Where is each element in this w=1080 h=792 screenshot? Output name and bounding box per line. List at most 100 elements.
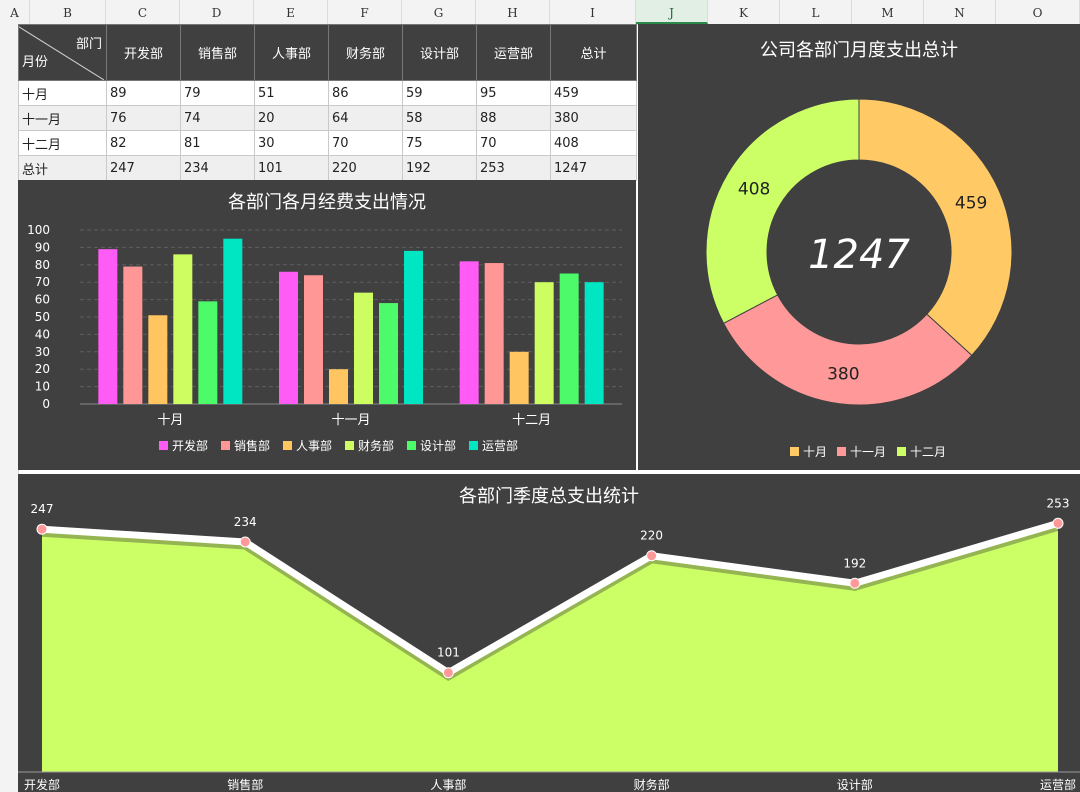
table-cell[interactable]: 192 <box>402 155 477 181</box>
diagonal-corner-cell[interactable]: 部门 月份 <box>18 24 107 81</box>
table-cell[interactable]: 30 <box>254 130 329 156</box>
y-tick-label: 10 <box>35 380 50 394</box>
bar[interactable] <box>459 261 479 404</box>
legend-label[interactable]: 财务部 <box>358 438 394 453</box>
column-header-j[interactable]: J <box>636 0 708 24</box>
area-chart-panel[interactable]: 各部门季度总支出统计 247 开发部 234 销售部 101 人事部 220 财务部 192 设计… <box>18 474 1080 792</box>
table-cell[interactable]: 20 <box>254 105 329 131</box>
data-point[interactable] <box>1052 517 1064 529</box>
bar[interactable] <box>329 369 348 404</box>
legend-label[interactable]: 销售部 <box>234 438 270 453</box>
table-cell[interactable]: 380 <box>550 105 637 131</box>
table-cell[interactable]: 74 <box>180 105 255 131</box>
table-cell[interactable]: 70 <box>476 130 551 156</box>
table-cell[interactable]: 89 <box>106 80 181 106</box>
header-cell[interactable]: 设计部 <box>402 24 477 81</box>
legend-label[interactable]: 十二月 <box>910 445 946 459</box>
table-cell[interactable]: 234 <box>180 155 255 181</box>
header-cell[interactable]: 销售部 <box>180 24 255 81</box>
bar[interactable] <box>304 275 323 404</box>
table-cell[interactable]: 220 <box>328 155 403 181</box>
column-header-l[interactable]: L <box>780 0 852 24</box>
header-cell[interactable]: 总计 <box>550 24 637 81</box>
column-header-m[interactable]: M <box>852 0 924 24</box>
data-point[interactable] <box>646 550 658 562</box>
header-cell[interactable]: 人事部 <box>254 24 329 81</box>
table-cell[interactable]: 76 <box>106 105 181 131</box>
data-point[interactable] <box>239 536 251 548</box>
table-cell[interactable]: 253 <box>476 155 551 181</box>
bar[interactable] <box>534 282 554 404</box>
table-cell[interactable]: 58 <box>402 105 477 131</box>
table-cell[interactable]: 70 <box>328 130 403 156</box>
donut-chart: 459 380 408 1247 十月 十一月 十二月 <box>705 98 1013 459</box>
row-label-cell[interactable]: 十月 <box>18 80 107 106</box>
bar-chart-title: 各部门各月经费支出情况 <box>228 192 426 213</box>
table-cell[interactable]: 247 <box>106 155 181 181</box>
donut-chart-panel[interactable]: 公司各部门月度支出总计 459 380 408 1247 十月 十一月 十二月 <box>638 24 1080 470</box>
bar[interactable] <box>379 303 398 404</box>
x-tick-label: 设计部 <box>837 777 873 792</box>
column-header-a[interactable]: A <box>0 0 30 24</box>
column-header-h[interactable]: H <box>476 0 550 24</box>
donut-slice[interactable] <box>705 98 860 325</box>
legend-label[interactable]: 运营部 <box>482 438 518 453</box>
column-header-b[interactable]: B <box>30 0 106 24</box>
bar[interactable] <box>148 315 168 404</box>
table-cell[interactable]: 79 <box>180 80 255 106</box>
bar-chart-panel[interactable]: 各部门各月经费支出情况 0 10 20 30 40 50 60 70 80 90 100 十月 十一月 十… <box>18 180 636 470</box>
column-header-d[interactable]: D <box>180 0 254 24</box>
bar[interactable] <box>484 263 504 404</box>
bar[interactable] <box>279 271 298 404</box>
legend-label[interactable]: 开发部 <box>172 438 208 453</box>
table-cell[interactable]: 81 <box>180 130 255 156</box>
data-point[interactable] <box>849 577 861 589</box>
column-header-k[interactable]: K <box>708 0 780 24</box>
donut-slice[interactable] <box>722 294 973 406</box>
bar[interactable] <box>173 254 193 404</box>
header-cell[interactable]: 财务部 <box>328 24 403 81</box>
table-cell[interactable]: 64 <box>328 105 403 131</box>
donut-slice[interactable] <box>858 98 1013 357</box>
column-header-c[interactable]: C <box>106 0 180 24</box>
legend-label[interactable]: 设计部 <box>420 438 456 453</box>
legend-label[interactable]: 十月 <box>803 445 827 459</box>
table-cell[interactable]: 88 <box>476 105 551 131</box>
data-point[interactable] <box>36 523 48 535</box>
bar[interactable] <box>198 301 218 404</box>
bar[interactable] <box>223 238 243 404</box>
column-header-n[interactable]: N <box>924 0 996 24</box>
bar[interactable] <box>584 282 604 404</box>
bar[interactable] <box>509 351 529 404</box>
table-cell[interactable]: 59 <box>402 80 477 106</box>
bar[interactable] <box>98 249 118 404</box>
table-cell[interactable]: 95 <box>476 80 551 106</box>
table-cell[interactable]: 75 <box>402 130 477 156</box>
bar[interactable] <box>404 250 423 404</box>
column-header-f[interactable]: F <box>328 0 402 24</box>
table-cell[interactable]: 1247 <box>550 155 637 181</box>
column-header-i[interactable]: I <box>550 0 636 24</box>
table-cell[interactable]: 86 <box>328 80 403 106</box>
legend-swatch <box>790 447 799 456</box>
row-label-cell[interactable]: 总计 <box>18 155 107 181</box>
row-label-cell[interactable]: 十一月 <box>18 105 107 131</box>
table-cell[interactable]: 82 <box>106 130 181 156</box>
column-header-g[interactable]: G <box>402 0 476 24</box>
table-cell[interactable]: 408 <box>550 130 637 156</box>
row-label-cell[interactable]: 十二月 <box>18 130 107 156</box>
table-cell[interactable]: 101 <box>254 155 329 181</box>
x-tick-label: 财务部 <box>634 777 670 792</box>
data-point[interactable] <box>442 667 454 679</box>
bar[interactable] <box>123 266 143 404</box>
legend-label[interactable]: 人事部 <box>296 438 332 453</box>
legend-label[interactable]: 十一月 <box>850 445 886 459</box>
header-cell[interactable]: 开发部 <box>106 24 181 81</box>
bar[interactable] <box>354 292 373 404</box>
bar[interactable] <box>559 273 579 405</box>
table-cell[interactable]: 459 <box>550 80 637 106</box>
column-header-o[interactable]: O <box>996 0 1080 24</box>
column-header-e[interactable]: E <box>254 0 328 24</box>
table-cell[interactable]: 51 <box>254 80 329 106</box>
header-cell[interactable]: 运营部 <box>476 24 551 81</box>
